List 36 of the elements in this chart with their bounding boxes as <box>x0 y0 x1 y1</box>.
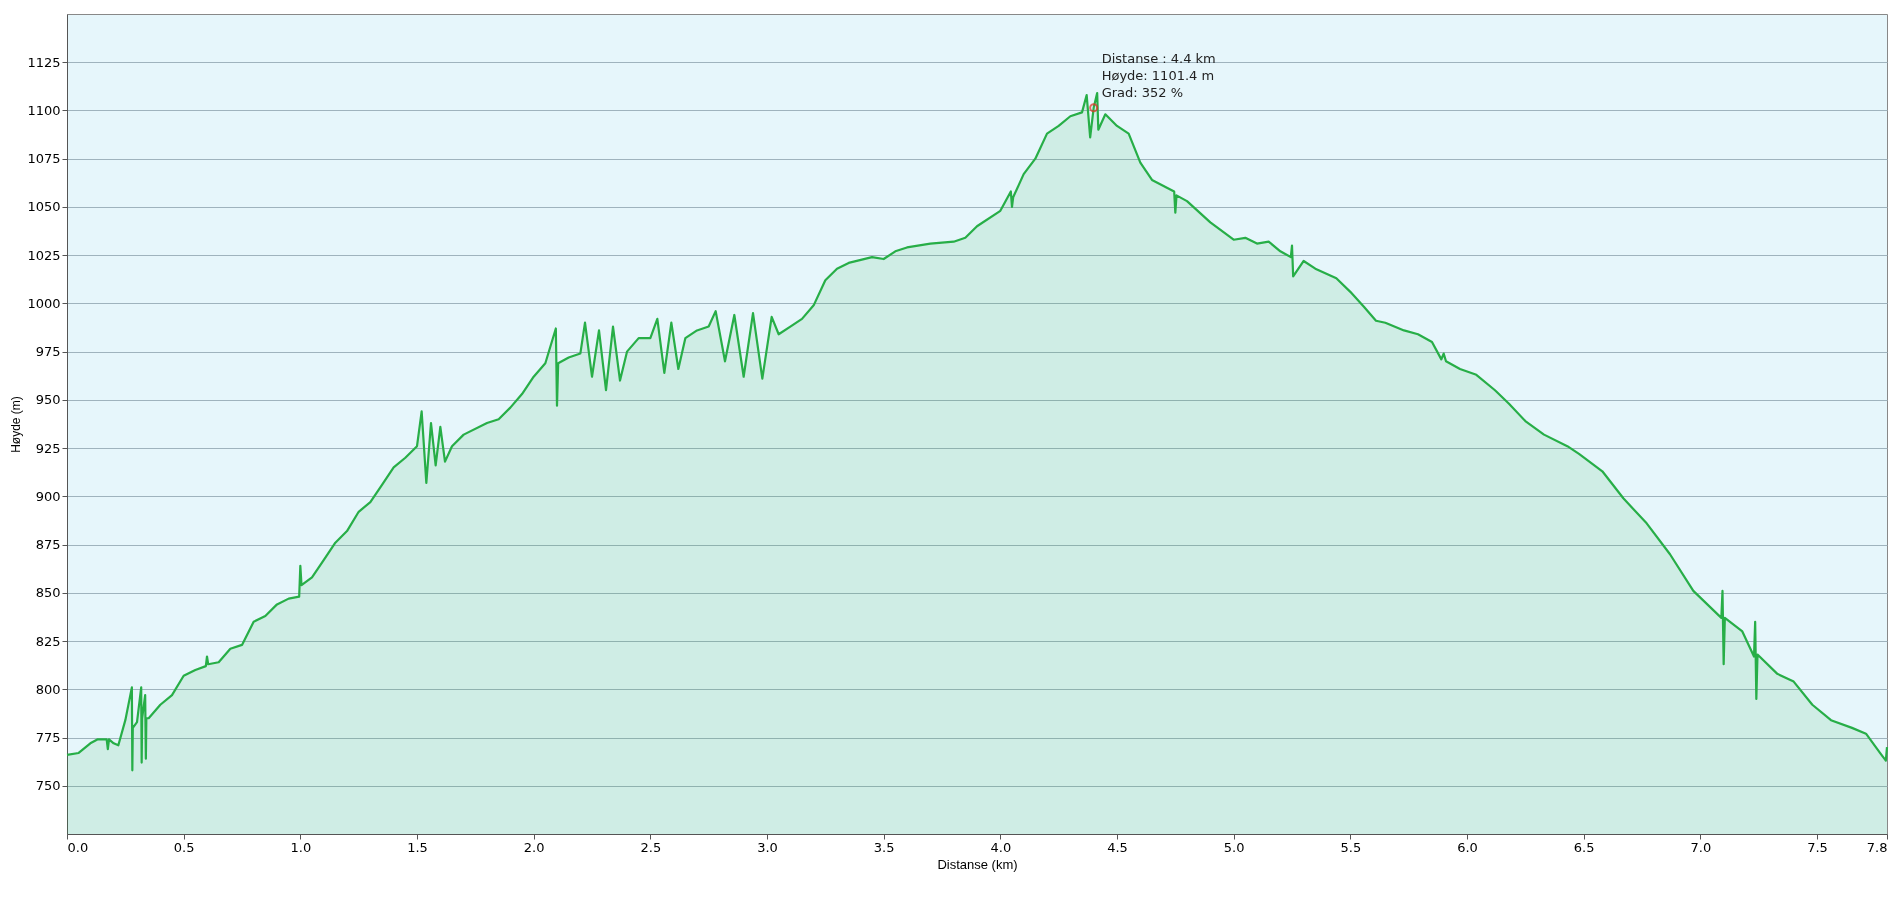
x-tick-label: 7.8 <box>1866 839 1888 855</box>
y-tick-label: 975 <box>35 344 61 360</box>
x-tick-label: 6.0 <box>1457 839 1478 855</box>
y-tick-label: 1100 <box>27 102 61 118</box>
y-tick-label: 875 <box>35 537 61 553</box>
x-tick-label: 4.5 <box>1107 839 1128 855</box>
x-tick-label: 3.5 <box>873 839 895 855</box>
y-tick-label: 925 <box>35 440 61 456</box>
x-tick-label: 5.5 <box>1340 839 1362 855</box>
x-tick-label: 4.0 <box>990 839 1012 855</box>
y-tick-label: 750 <box>35 778 61 794</box>
y-tick-label: 1050 <box>27 199 61 215</box>
annotation: Distanse : 4.4 km Høyde: 1101.4 m Grad: 352 % <box>1101 50 1216 100</box>
y-tick-label: 800 <box>35 681 61 697</box>
y-tick-label: 1025 <box>27 247 61 263</box>
x-tick-label: 3.0 <box>757 839 778 855</box>
x-tick-label: 5.0 <box>1223 839 1245 855</box>
y-tick-label: 825 <box>35 633 61 649</box>
x-tick-label: 6.5 <box>1573 839 1595 855</box>
x-tick-label: 1.5 <box>407 839 428 855</box>
x-tick-label: 7.5 <box>1807 839 1828 855</box>
y-tick-label: 900 <box>35 488 61 504</box>
x-tick-label: 1.0 <box>290 839 312 855</box>
x-axis-title: Distanse (km) <box>937 856 1018 872</box>
x-tick-label: 2.5 <box>640 839 662 855</box>
y-tick-label: 850 <box>35 585 61 601</box>
x-tick-label: 2.0 <box>523 839 545 855</box>
x-tick-label: 7.0 <box>1690 839 1712 855</box>
y-tick-label: 1000 <box>27 295 61 311</box>
y-tick-label: 1075 <box>27 151 61 167</box>
x-tick-label: 0.0 <box>67 839 89 855</box>
y-tick-label: 950 <box>35 392 61 408</box>
y-tick-label: 1125 <box>27 54 61 70</box>
x-tick-label: 0.5 <box>173 839 195 855</box>
y-tick-label: 775 <box>35 730 61 746</box>
y-axis-title: Høyde (m) <box>9 396 24 453</box>
